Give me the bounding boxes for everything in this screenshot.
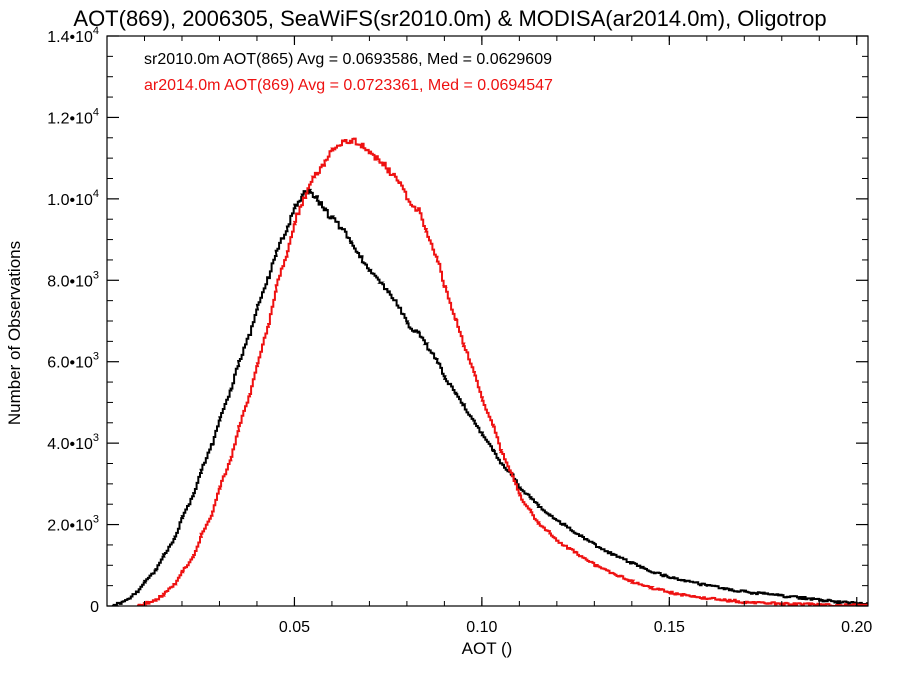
y-tick-label: 1.0•104 [47,188,99,209]
x-axis-title: AOT () [462,639,513,658]
y-tick-label: 1.2•104 [47,106,99,127]
y-tick-label-base: 1.4•10 [47,29,93,46]
y-tick-label: 6.0•103 [47,351,99,372]
y-tick-label-exponent: 4 [93,106,99,118]
x-tick-label: 0.10 [466,619,497,636]
y-tick-label-exponent: 4 [93,188,99,200]
series-line-2 [137,137,868,606]
chart-title: AOT(869), 2006305, SeaWiFS(sr2010.0m) & … [73,6,826,31]
y-tick-label-base: 4.0•10 [47,436,93,453]
legend-entry-series-2: ar2014.0m AOT(869) Avg = 0.0723361, Med … [144,77,553,94]
y-tick-label-base: 2.0•10 [47,518,93,535]
y-tick-label-base: 1.2•10 [47,110,93,127]
y-tick-label-base: 0 [90,599,99,616]
y-tick-label-exponent: 3 [93,269,99,281]
x-tick-label: 0.20 [841,619,872,636]
y-axis-ticks: 02.0•1034.0•1036.0•1038.0•1031.0•1041.2•… [47,25,868,616]
y-tick-label: 0 [90,599,99,616]
y-tick-label-base: 1.0•10 [47,192,93,209]
x-axis-ticks: 0.05 0.10 0.15 0.20 [143,36,872,636]
y-tick-label-base: 8.0•10 [47,273,93,290]
y-tick-label: 4.0•103 [47,432,99,453]
y-axis-title: Number of Observations [5,241,24,425]
x-tick-label: 0.05 [279,619,310,636]
y-tick-label: 1.4•104 [47,25,99,46]
y-tick-label-exponent: 3 [93,514,99,526]
y-tick-label-exponent: 4 [93,25,99,37]
legend-entry-series-1: sr2010.0m AOT(865) Avg = 0.0693586, Med … [144,51,552,68]
y-tick-label-exponent: 3 [93,351,99,363]
x-tick-label: 0.15 [654,619,685,636]
y-tick-label-base: 6.0•10 [47,355,93,372]
y-tick-label: 2.0•103 [47,514,99,535]
plot-frame [106,35,869,607]
series-group [111,137,868,606]
y-tick-label-exponent: 3 [93,432,99,444]
y-tick-label: 8.0•103 [47,269,99,290]
series-line-1 [111,188,868,606]
